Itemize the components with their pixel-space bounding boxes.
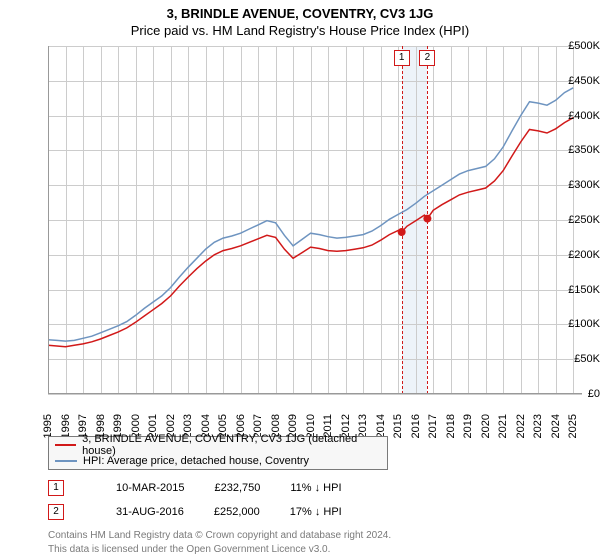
y-tick-label: £100K (556, 318, 600, 330)
x-tick-label: 2021 (497, 414, 509, 438)
x-axis-line (48, 393, 582, 394)
sale-row: 1 10-MAR-2015 £232,750 11% ↓ HPI (48, 480, 372, 496)
series-line (48, 88, 573, 341)
sale-price: £252,000 (214, 506, 260, 518)
legend-swatch (55, 460, 77, 462)
sale-marker-1: 1 (48, 480, 64, 496)
gridline-h (48, 394, 582, 395)
chart-legend: 3, BRINDLE AVENUE, COVENTRY, CV3 1JG (de… (48, 436, 388, 470)
x-tick-label: 2022 (515, 414, 527, 438)
x-tick-label: 2020 (480, 414, 492, 438)
x-tick-labels: 1995199619971998199920002001200220032004… (48, 398, 582, 438)
series-line (48, 118, 573, 347)
sale-delta: 11% ↓ HPI (290, 482, 341, 494)
y-tick-label: £400K (556, 110, 600, 122)
sale-date: 31-AUG-2016 (116, 506, 184, 518)
price-chart: 1 2 (48, 46, 582, 394)
y-tick-label: £200K (556, 249, 600, 261)
y-axis-line (48, 46, 49, 394)
x-tick-label: 2015 (392, 414, 404, 438)
y-tick-label: £250K (556, 214, 600, 226)
sale-row: 2 31-AUG-2016 £252,000 17% ↓ HPI (48, 504, 372, 520)
x-tick-label: 2018 (445, 414, 457, 438)
page-title-2: Price paid vs. HM Land Registry's House … (0, 21, 600, 38)
x-tick-label: 2016 (410, 414, 422, 438)
sale-price: £232,750 (214, 482, 260, 494)
y-tick-label: £500K (556, 40, 600, 52)
footer-line-1: Contains HM Land Registry data © Crown c… (48, 530, 391, 541)
footer-line-2: This data is licensed under the Open Gov… (48, 544, 330, 555)
legend-label: 3, BRINDLE AVENUE, COVENTRY, CV3 1JG (de… (82, 433, 381, 457)
legend-swatch (55, 444, 76, 446)
x-tick-label: 1995 (42, 414, 54, 438)
sale-date: 10-MAR-2015 (116, 482, 184, 494)
x-tick-label: 2019 (462, 414, 474, 438)
x-tick-label: 2023 (532, 414, 544, 438)
x-tick-label: 2024 (550, 414, 562, 438)
chart-series (48, 46, 582, 394)
x-tick-label: 1996 (60, 414, 72, 438)
sale-delta: 17% ↓ HPI (290, 506, 342, 518)
legend-row: 3, BRINDLE AVENUE, COVENTRY, CV3 1JG (de… (49, 437, 387, 453)
x-tick-label: 2025 (567, 414, 579, 438)
y-tick-label: £300K (556, 179, 600, 191)
sale-marker-2: 2 (48, 504, 64, 520)
event-dot (398, 228, 406, 236)
y-tick-label: £350K (556, 144, 600, 156)
y-tick-label: £450K (556, 75, 600, 87)
y-tick-label: £50K (556, 353, 600, 365)
legend-label: HPI: Average price, detached house, Cove… (83, 455, 309, 467)
callout-marker-2: 2 (419, 50, 435, 66)
page-title-1: 3, BRINDLE AVENUE, COVENTRY, CV3 1JG (0, 0, 600, 21)
y-tick-label: £150K (556, 284, 600, 296)
callout-marker-1: 1 (394, 50, 410, 66)
x-tick-label: 2017 (427, 414, 439, 438)
event-dot (423, 215, 431, 223)
